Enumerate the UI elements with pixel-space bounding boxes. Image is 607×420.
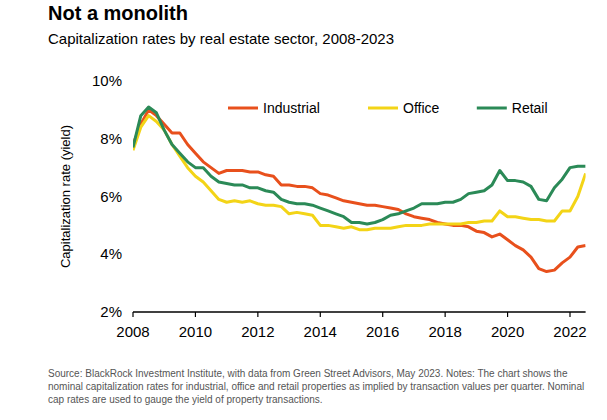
x-tick-label: 2008	[116, 323, 149, 340]
x-tick	[257, 312, 258, 317]
y-tick-label: 4%	[100, 245, 122, 262]
y-tick-label: 2%	[100, 303, 122, 320]
x-tick-label: 2022	[553, 323, 586, 340]
legend: Industrial Office Retail	[228, 100, 548, 116]
legend-swatch	[228, 107, 258, 110]
y-tick-label: 10%	[92, 72, 122, 89]
x-tick-label: 2016	[366, 323, 399, 340]
y-tick-label: 8%	[100, 130, 122, 147]
legend-label: Retail	[512, 100, 548, 116]
source-note: Source: BlackRock Investment Institute, …	[48, 367, 593, 406]
y-tick-label: 6%	[100, 188, 122, 205]
legend-swatch	[477, 107, 507, 110]
series-line	[133, 110, 586, 272]
series-line	[133, 116, 586, 230]
legend-label: Industrial	[263, 100, 320, 116]
x-tick-label: 2010	[179, 323, 212, 340]
x-tick	[195, 312, 196, 317]
x-tick	[569, 312, 570, 317]
title: Not a monolith	[48, 2, 188, 24]
series-line	[133, 107, 586, 224]
legend-swatch	[368, 107, 398, 110]
subtitle: Capitalization rates by real estate sect…	[48, 30, 394, 47]
x-tick	[445, 312, 446, 317]
legend-label: Office	[403, 100, 440, 116]
x-tick-label: 2018	[428, 323, 461, 340]
x-tick	[320, 312, 321, 317]
x-axis-line	[133, 311, 586, 313]
x-tick	[132, 312, 133, 317]
x-tick-label: 2014	[304, 323, 337, 340]
plot-area	[133, 107, 586, 272]
chart: Not a monolith Capitalization rates by re…	[0, 0, 607, 420]
x-tick	[382, 312, 383, 317]
x-tick	[507, 312, 508, 317]
x-tick-label: 2012	[241, 323, 274, 340]
x-tick-label: 2020	[491, 323, 524, 340]
y-axis-label: Capitalization rate (yield)	[58, 125, 73, 268]
